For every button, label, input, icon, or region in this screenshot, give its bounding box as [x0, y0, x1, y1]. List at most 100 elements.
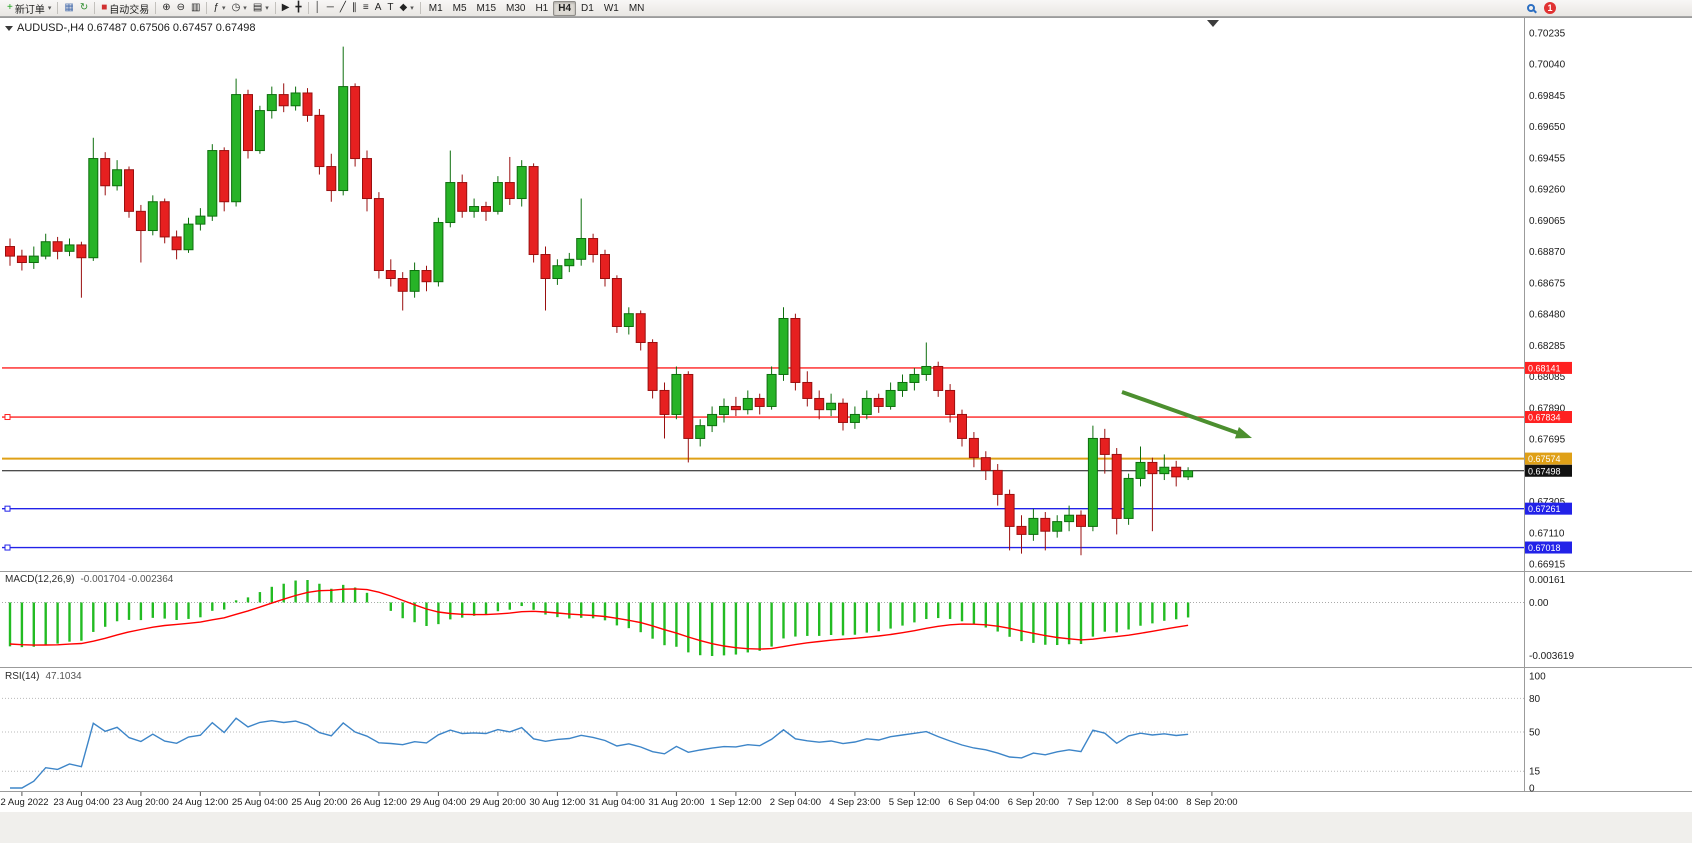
refresh-button[interactable]: ↻: [77, 1, 91, 16]
timeframe-m15-button[interactable]: M15: [476, 2, 496, 14]
candle-body: [159, 201, 170, 238]
candle-body: [1040, 517, 1051, 532]
candle-body: [1171, 466, 1182, 478]
timeframe-h1-button[interactable]: H1: [535, 2, 549, 14]
toolbar-separator: [206, 2, 208, 14]
price-tick-label: 0.69065: [1529, 216, 1566, 227]
timeframe-mn-button[interactable]: MN: [628, 2, 645, 14]
timeframe-m1-button[interactable]: M1: [428, 2, 443, 14]
time-tick-label: 8 Sep 20:00: [1186, 797, 1237, 808]
horizontal-line-button[interactable]: ─: [324, 1, 337, 16]
candle-body: [397, 278, 408, 292]
time-tick-label: 29 Aug 04:00: [410, 797, 466, 808]
macd-title: MACD(12,26,9): [5, 574, 75, 585]
time-tick-label: 29 Aug 20:00: [470, 797, 526, 808]
time-tick-label: 5 Sep 12:00: [889, 797, 940, 808]
toolbar: + 新订单 ▾ ▦ ↻ ■ 自动交易 ⊕ ⊖ ▥ ƒ ▾ ◷ ▾ ▤ ▾ ▶ ╋ │ ─ ╱ ∥ ≡ A T ◆ ▾ M1 M5 M15 M…: [0, 0, 1692, 17]
cursor-button[interactable]: ▶: [279, 1, 293, 16]
candle-body: [373, 198, 384, 272]
notification-badge[interactable]: 1: [1544, 2, 1556, 14]
svg-text:0.67018: 0.67018: [1528, 543, 1561, 553]
price-tag-0.67018[interactable]: 0.67018: [1525, 541, 1572, 554]
indicators-button[interactable]: ƒ ▾: [210, 1, 228, 16]
arrows-button[interactable]: ◆ ▾: [397, 1, 417, 16]
new-order-icon: +: [7, 2, 13, 13]
zoom-in-button[interactable]: ⊕: [159, 1, 173, 16]
candle-body: [326, 166, 337, 192]
zoom-out-button[interactable]: ⊖: [174, 1, 188, 16]
chart-symbol-header[interactable]: AUDUSD-,H4 0.67487 0.67506 0.67457 0.674…: [5, 22, 256, 34]
trend-arrow[interactable]: [1121, 390, 1244, 437]
horizontal-line-icon: ─: [326, 2, 334, 13]
candle-body: [742, 397, 753, 411]
price-tick-label: 0.70040: [1529, 60, 1566, 71]
candle-body: [492, 182, 503, 212]
tile-windows-icon: ▥: [191, 2, 201, 13]
price-tag-0.67834[interactable]: 0.67834: [1525, 411, 1572, 424]
candle-body: [183, 223, 194, 251]
timeframe-h4-button[interactable]: H4: [553, 0, 577, 16]
time-tick-label: 25 Aug 20:00: [291, 797, 347, 808]
time-tick-label: 1 Sep 12:00: [710, 797, 761, 808]
candle-body: [719, 405, 729, 415]
svg-text:0.67574: 0.67574: [1528, 454, 1561, 464]
text-label-button[interactable]: T: [384, 1, 396, 16]
text-label-icon: T: [387, 2, 394, 13]
candle-body: [338, 86, 349, 192]
price-tag-0.68141[interactable]: 0.68141: [1525, 361, 1572, 374]
candle-body: [802, 381, 813, 399]
macd-pane-header: MACD(12,26,9) -0.001704 -0.002364: [5, 574, 173, 585]
candle-body: [469, 206, 480, 212]
hline-handle[interactable]: [4, 544, 11, 551]
trend-arrow-head[interactable]: [1234, 427, 1252, 439]
periods-button[interactable]: ◷ ▾: [229, 1, 250, 16]
timeframe-m30-button[interactable]: M30: [506, 2, 526, 14]
timeframe-w1-button[interactable]: W1: [603, 2, 619, 14]
rsi-title: RSI(14): [5, 671, 40, 682]
fibonacci-button[interactable]: ≡: [360, 1, 372, 16]
candle-body: [124, 169, 134, 212]
arrows-caret-icon: ▾: [410, 5, 414, 12]
price-tick-label: 0.67110: [1529, 528, 1565, 539]
price-tick-label: 0.67305: [1529, 497, 1566, 508]
new-order-button[interactable]: + 新订单 ▾: [4, 1, 54, 16]
candle-body: [1076, 514, 1086, 527]
candle-body: [1123, 477, 1134, 519]
candle-body: [885, 389, 896, 407]
vertical-line-button[interactable]: │: [312, 1, 324, 16]
candle-body: [778, 317, 789, 375]
svg-text:0.67498: 0.67498: [1528, 466, 1561, 476]
templates-caret-icon: ▾: [265, 5, 269, 12]
equidistant-channel-button[interactable]: ∥: [349, 1, 360, 16]
candle-body: [314, 114, 325, 168]
time-tick-label: 24 Aug 12:00: [172, 797, 228, 808]
fibonacci-icon: ≡: [362, 2, 369, 13]
crosshair-button[interactable]: ╋: [292, 1, 304, 16]
price-tag-0.67498[interactable]: 0.67498: [1525, 464, 1572, 477]
crosshair-icon: ╋: [295, 2, 302, 13]
price-tick-label: 0.68285: [1529, 341, 1566, 352]
trend-line-button[interactable]: ╱: [337, 1, 349, 16]
price-tag-0.67574[interactable]: 0.67574: [1525, 452, 1572, 465]
timeframe-m5-button[interactable]: M5: [452, 2, 467, 14]
candle-body: [231, 94, 242, 203]
candle-body: [385, 270, 396, 280]
autotrading-button[interactable]: ■ 自动交易: [98, 1, 152, 16]
chart-canvas[interactable]: 0.70235 0.70040 0.69845 0.69650 0.69455 0.692…: [0, 17, 1692, 843]
text-button[interactable]: A: [372, 1, 385, 16]
hline-handle[interactable]: [4, 414, 11, 421]
chart-shift-marker[interactable]: [1207, 20, 1219, 27]
candle-body: [814, 397, 825, 411]
candle-body: [207, 150, 218, 217]
chart-window-button[interactable]: ▦: [61, 1, 76, 16]
candle-body: [5, 246, 15, 257]
timeframe-d1-button[interactable]: D1: [581, 2, 594, 14]
price-tag-0.67261[interactable]: 0.67261: [1525, 502, 1572, 515]
vertical-line-icon: │: [314, 2, 321, 13]
hline-handle[interactable]: [4, 505, 11, 512]
tile-windows-button[interactable]: ▥: [188, 1, 203, 16]
periods-icon: ◷: [231, 2, 241, 13]
templates-button[interactable]: ▤ ▾: [250, 1, 272, 16]
search-icon[interactable]: [1527, 4, 1535, 12]
hlines-layer: [2, 367, 1524, 551]
